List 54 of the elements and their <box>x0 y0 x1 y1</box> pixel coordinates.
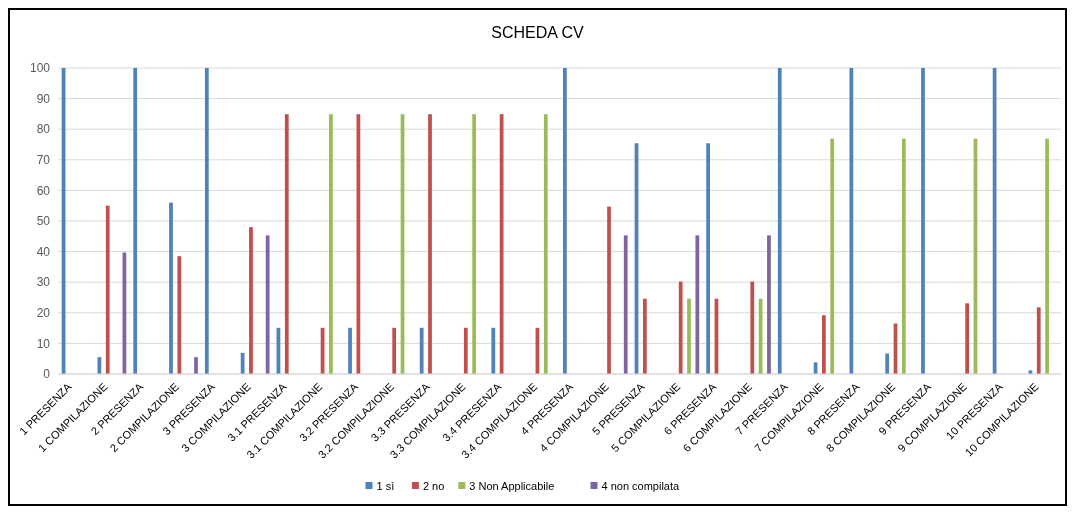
bar <box>767 235 771 374</box>
bar <box>419 327 424 374</box>
bar <box>687 298 691 374</box>
bar <box>695 235 700 374</box>
y-tick-label: 10 <box>36 336 51 351</box>
bar <box>249 227 253 374</box>
y-tick-label: 80 <box>36 122 51 137</box>
bar <box>885 353 890 374</box>
bar <box>265 235 270 374</box>
bar <box>392 327 397 374</box>
legend-label: 4 non compilata <box>601 479 681 492</box>
legend-label: 3 Non Applicabile <box>469 479 555 492</box>
y-tick-label: 30 <box>36 275 51 290</box>
bar <box>169 202 173 374</box>
bar <box>750 281 755 374</box>
y-tick-label: 70 <box>36 153 51 167</box>
bar <box>1036 307 1041 374</box>
bar <box>563 68 567 374</box>
bar <box>901 138 906 374</box>
bar <box>543 114 548 374</box>
bar <box>830 138 835 374</box>
chart-title: SCHEDA CV <box>491 24 585 41</box>
bar <box>348 327 352 374</box>
bar <box>607 206 611 374</box>
y-tick-label: 90 <box>36 91 51 106</box>
bar <box>965 303 970 374</box>
bar <box>329 114 333 374</box>
y-tick-label: 40 <box>36 244 51 259</box>
bar <box>204 68 209 374</box>
y-tick-label: 50 <box>36 214 51 229</box>
bar <box>642 298 647 374</box>
bar <box>921 68 925 374</box>
legend-label: 1 sì <box>376 479 395 492</box>
bar <box>706 143 711 374</box>
bar <box>491 327 496 374</box>
bar <box>105 205 110 374</box>
bar <box>177 256 182 374</box>
y-tick-label: 20 <box>36 306 51 320</box>
bar <box>623 235 628 374</box>
bar <box>463 327 468 374</box>
bar <box>284 114 289 374</box>
bar <box>822 315 826 374</box>
bar <box>194 357 198 374</box>
y-tick-label: 60 <box>36 183 51 198</box>
bar <box>472 114 477 374</box>
legend-label: 2 no <box>422 479 445 492</box>
bar <box>777 68 782 374</box>
bar <box>1045 138 1049 374</box>
bar <box>678 281 683 374</box>
bar <box>428 114 432 374</box>
bar <box>849 68 854 374</box>
y-tick-label: 100 <box>29 61 51 76</box>
bar <box>133 68 138 374</box>
y-tick-label: 0 <box>43 367 51 382</box>
